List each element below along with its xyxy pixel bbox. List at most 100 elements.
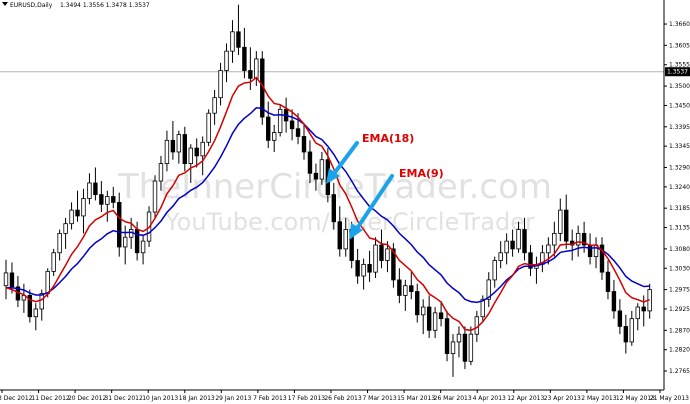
y-tick-label: 1.3185 xyxy=(669,205,690,212)
ema18-label: EMA(18) xyxy=(362,132,414,145)
candle-bullish xyxy=(492,260,497,281)
candle-bearish xyxy=(93,182,98,196)
candle-bullish xyxy=(152,180,158,213)
ema18-arrow xyxy=(331,141,359,177)
candle-bullish xyxy=(188,147,193,164)
candle-bullish xyxy=(558,209,563,234)
candle-bearish xyxy=(134,229,140,254)
candle-bearish xyxy=(587,244,593,258)
candle-bearish xyxy=(438,312,444,320)
candle-bullish xyxy=(206,112,211,143)
candle-bearish xyxy=(307,151,313,174)
y-tick-label: 1.3345 xyxy=(669,143,690,150)
candle-bullish xyxy=(45,270,50,294)
candle-bullish xyxy=(504,240,509,254)
x-tick-label: 7 Mar 2013 xyxy=(362,395,396,402)
symbol-label: EURUSD,Daily xyxy=(10,2,53,9)
candle-bullish xyxy=(635,306,640,320)
candle-bullish xyxy=(254,58,259,79)
candle-bearish xyxy=(617,310,623,327)
candle-bullish xyxy=(420,306,426,316)
candle-bearish xyxy=(313,172,319,180)
ema18-arrow-head xyxy=(326,168,340,184)
x-tick-label: 21 May 2013 xyxy=(650,395,689,402)
candle-bearish xyxy=(581,232,587,246)
ema9-arrow xyxy=(354,174,394,232)
candle-bullish xyxy=(57,232,62,254)
candle-bullish xyxy=(176,134,182,153)
y-tick-label: 1.3395 xyxy=(669,124,690,131)
candle-bearish xyxy=(75,209,80,217)
candle-bearish xyxy=(337,221,342,250)
candle-bullish xyxy=(480,298,485,318)
candle-bearish xyxy=(444,318,450,354)
x-tick-label: 26 Mar 2013 xyxy=(434,395,472,402)
candle-bullish xyxy=(629,318,634,343)
candle-bearish xyxy=(248,70,253,79)
y-tick-label: 1.2765 xyxy=(669,368,690,375)
y-tick-label: 1.2870 xyxy=(669,327,690,334)
y-tick-label: 1.3605 xyxy=(669,42,690,49)
candle-bearish xyxy=(367,263,372,273)
y-tick-label: 1.3030 xyxy=(669,265,690,272)
x-tick-label: 26 Feb 2013 xyxy=(324,395,362,402)
ema9-line xyxy=(5,76,650,332)
candle-bullish xyxy=(39,293,44,310)
candle-bullish xyxy=(69,209,74,225)
candle-bearish xyxy=(194,147,199,157)
y-tick-label: 1.3080 xyxy=(669,246,690,253)
candle-bullish xyxy=(432,312,438,331)
candle-bullish xyxy=(87,182,92,199)
candle-bullish xyxy=(385,248,390,261)
y-tick-label: 1.3660 xyxy=(669,21,690,28)
candle-bearish xyxy=(641,306,646,312)
x-tick-label: 3 Dec 2012 xyxy=(0,395,33,402)
ema9-label: EMA(9) xyxy=(399,167,444,180)
candles-group xyxy=(3,4,652,377)
x-tick-label: 31 Dec 2012 xyxy=(104,395,143,402)
current-price-badge xyxy=(665,67,690,77)
x-tick-label: 10 Jan 2013 xyxy=(142,395,178,402)
symbol-dropdown-icon[interactable] xyxy=(2,2,8,6)
candle-bearish xyxy=(111,196,116,203)
x-tick-label: 29 Jan 2013 xyxy=(215,395,251,402)
candle-bearish xyxy=(426,306,432,331)
candle-bullish xyxy=(516,229,521,250)
candle-bullish xyxy=(140,240,146,254)
candle-bearish xyxy=(182,134,187,164)
candle-bearish xyxy=(289,120,295,130)
y-tick-label: 1.3450 xyxy=(669,102,690,109)
candle-bullish xyxy=(81,198,86,217)
candle-bearish xyxy=(528,252,533,269)
candle-bullish xyxy=(277,108,283,133)
candle-bullish xyxy=(546,244,551,254)
x-tick-label: 12 May 2013 xyxy=(616,395,655,402)
candle-bearish xyxy=(564,209,569,242)
candle-bullish xyxy=(468,333,474,362)
candle-bullish xyxy=(575,232,581,246)
candle-bullish xyxy=(450,341,456,354)
candle-bullish xyxy=(373,244,378,273)
candle-bullish xyxy=(498,252,503,261)
x-tick-label: 23 Apr 2013 xyxy=(544,395,581,402)
y-tick-label: 1.3290 xyxy=(669,164,690,171)
candle-bullish xyxy=(403,285,408,296)
candle-bearish xyxy=(623,326,629,343)
candle-bullish xyxy=(123,236,128,248)
candle-bullish xyxy=(343,229,348,250)
y-tick-label: 1.3500 xyxy=(669,83,690,90)
candle-bullish xyxy=(218,70,223,99)
candle-bearish xyxy=(397,279,402,296)
candle-bearish xyxy=(409,285,414,292)
candle-bullish xyxy=(224,50,229,71)
x-tick-label: 15 Mar 2013 xyxy=(397,395,435,402)
candle-bullish xyxy=(164,139,170,164)
candle-bearish xyxy=(242,46,247,71)
candle-bearish xyxy=(415,291,420,316)
y-tick-label: 1.2820 xyxy=(669,347,690,354)
y-tick-label: 1.3240 xyxy=(669,184,690,191)
x-tick-label: 2 May 2013 xyxy=(581,395,616,402)
candle-bullish xyxy=(552,232,557,246)
